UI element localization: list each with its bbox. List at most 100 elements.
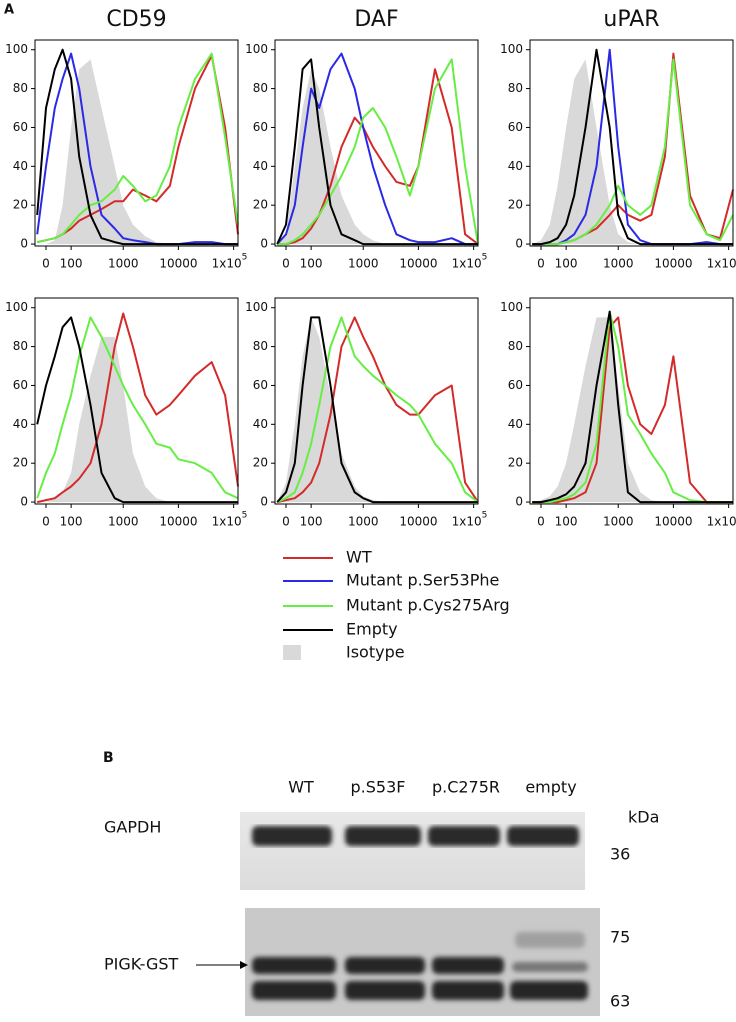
legend-label: WT bbox=[346, 548, 372, 567]
x-tick-label: 10000 bbox=[654, 257, 692, 271]
y-tick-label: 100 bbox=[245, 42, 268, 56]
panel-label: A bbox=[4, 3, 14, 18]
x-tick-label: 10000 bbox=[399, 515, 437, 529]
y-tick-label: 60 bbox=[508, 378, 523, 392]
histogram-panel: uPAR02040608010001001000100001x105 bbox=[500, 7, 736, 271]
series-line bbox=[277, 58, 479, 246]
marker-label: 75 bbox=[610, 928, 630, 947]
y-tick-label: 40 bbox=[253, 417, 268, 431]
y-tick-label: 20 bbox=[253, 456, 268, 470]
series-line bbox=[276, 316, 479, 504]
x-tick-label: 0 bbox=[282, 257, 290, 271]
y-tick-label: 40 bbox=[13, 417, 28, 431]
y-tick-label: 20 bbox=[13, 198, 28, 212]
x-tick-label: 1000 bbox=[603, 515, 634, 529]
x-tick-label: 0 bbox=[42, 257, 50, 271]
y-tick-label: 60 bbox=[13, 120, 28, 134]
legend-label: Mutant p.Ser53Phe bbox=[346, 571, 499, 590]
x-tick-label: 0 bbox=[537, 515, 545, 529]
x-tick-exponent: 5 bbox=[482, 253, 488, 263]
y-tick-label: 0 bbox=[260, 237, 268, 251]
series-line bbox=[276, 58, 478, 246]
y-tick-label: 0 bbox=[515, 237, 523, 251]
y-tick-label: 20 bbox=[253, 198, 268, 212]
y-tick-label: 0 bbox=[20, 495, 28, 509]
x-tick-label: 1x10 bbox=[212, 515, 242, 529]
western-blot: WT p.S53F p.C275R empty kDa GAPDH 36 PIGK-GST 75… bbox=[104, 778, 659, 1016]
series-line bbox=[276, 52, 478, 246]
x-tick-label: 1000 bbox=[108, 515, 139, 529]
isotype-area bbox=[37, 59, 239, 245]
lane-label: p.C275R bbox=[432, 778, 500, 797]
y-tick-label: 0 bbox=[515, 495, 523, 509]
x-tick-exponent: 5 bbox=[482, 511, 488, 521]
plot-frame bbox=[529, 39, 734, 247]
y-tick-label: 40 bbox=[508, 159, 523, 173]
x-tick-label: 100 bbox=[555, 515, 578, 529]
isotype-area bbox=[37, 336, 239, 503]
x-tick-label: 0 bbox=[537, 257, 545, 271]
isotype-area bbox=[532, 317, 733, 503]
y-tick-label: 80 bbox=[13, 81, 28, 95]
y-tick-label: 60 bbox=[253, 120, 268, 134]
lane-label: p.S53F bbox=[351, 778, 406, 797]
x-tick-label: 1x10 bbox=[707, 257, 736, 271]
x-tick-label: 1x10 bbox=[707, 515, 736, 529]
y-tick-label: 80 bbox=[508, 81, 523, 95]
y-tick-label: 100 bbox=[500, 42, 523, 56]
series-line bbox=[532, 316, 733, 504]
x-tick-exponent: 5 bbox=[242, 253, 248, 263]
y-tick-label: 0 bbox=[260, 495, 268, 509]
x-tick-label: 10000 bbox=[399, 257, 437, 271]
series-line bbox=[532, 48, 733, 246]
y-tick-label: 60 bbox=[253, 378, 268, 392]
y-tick-label: 80 bbox=[13, 339, 28, 353]
series-line bbox=[276, 316, 478, 504]
x-tick-label: 1x10 bbox=[212, 257, 242, 271]
series-line bbox=[532, 58, 734, 246]
x-tick-label: 1x10 bbox=[452, 257, 482, 271]
x-tick-label: 1000 bbox=[603, 257, 634, 271]
y-tick-label: 40 bbox=[508, 417, 523, 431]
legend: WT Mutant p.Ser53Phe Mutant p.Cys275Arg Emp… bbox=[283, 548, 510, 662]
x-tick-label: 0 bbox=[282, 515, 290, 529]
y-tick-label: 0 bbox=[20, 237, 28, 251]
series-line bbox=[532, 310, 733, 504]
plot-frame bbox=[274, 39, 479, 247]
x-tick-label: 1000 bbox=[108, 257, 139, 271]
lane-label: empty bbox=[525, 778, 576, 797]
series-line bbox=[36, 316, 238, 504]
x-tick-label: 100 bbox=[300, 515, 323, 529]
legend-swatch bbox=[283, 645, 301, 660]
panel-title: CD59 bbox=[106, 7, 166, 32]
unit-label: kDa bbox=[628, 808, 659, 827]
plot-frame bbox=[529, 297, 734, 505]
plot-frame bbox=[274, 297, 479, 505]
legend-label: Mutant p.Cys275Arg bbox=[346, 596, 510, 615]
x-tick-exponent: 5 bbox=[242, 511, 248, 521]
y-tick-label: 20 bbox=[508, 456, 523, 470]
series-line bbox=[36, 52, 239, 244]
panel-label: B bbox=[103, 750, 114, 766]
x-tick-label: 0 bbox=[42, 515, 50, 529]
blot-membrane bbox=[240, 812, 585, 890]
series-line bbox=[36, 48, 238, 246]
series-line bbox=[532, 310, 733, 504]
plot-frame bbox=[34, 39, 239, 247]
y-tick-label: 40 bbox=[253, 159, 268, 173]
x-tick-label: 1000 bbox=[348, 257, 379, 271]
x-tick-label: 10000 bbox=[159, 515, 197, 529]
series-line bbox=[276, 316, 479, 504]
series-line bbox=[36, 316, 239, 500]
y-tick-label: 80 bbox=[253, 339, 268, 353]
isotype-area bbox=[277, 69, 478, 245]
x-tick-label: 1000 bbox=[348, 515, 379, 529]
y-tick-label: 60 bbox=[508, 120, 523, 134]
marker-label: 36 bbox=[610, 845, 630, 864]
x-tick-label: 100 bbox=[60, 257, 83, 271]
x-tick-label: 10000 bbox=[654, 515, 692, 529]
